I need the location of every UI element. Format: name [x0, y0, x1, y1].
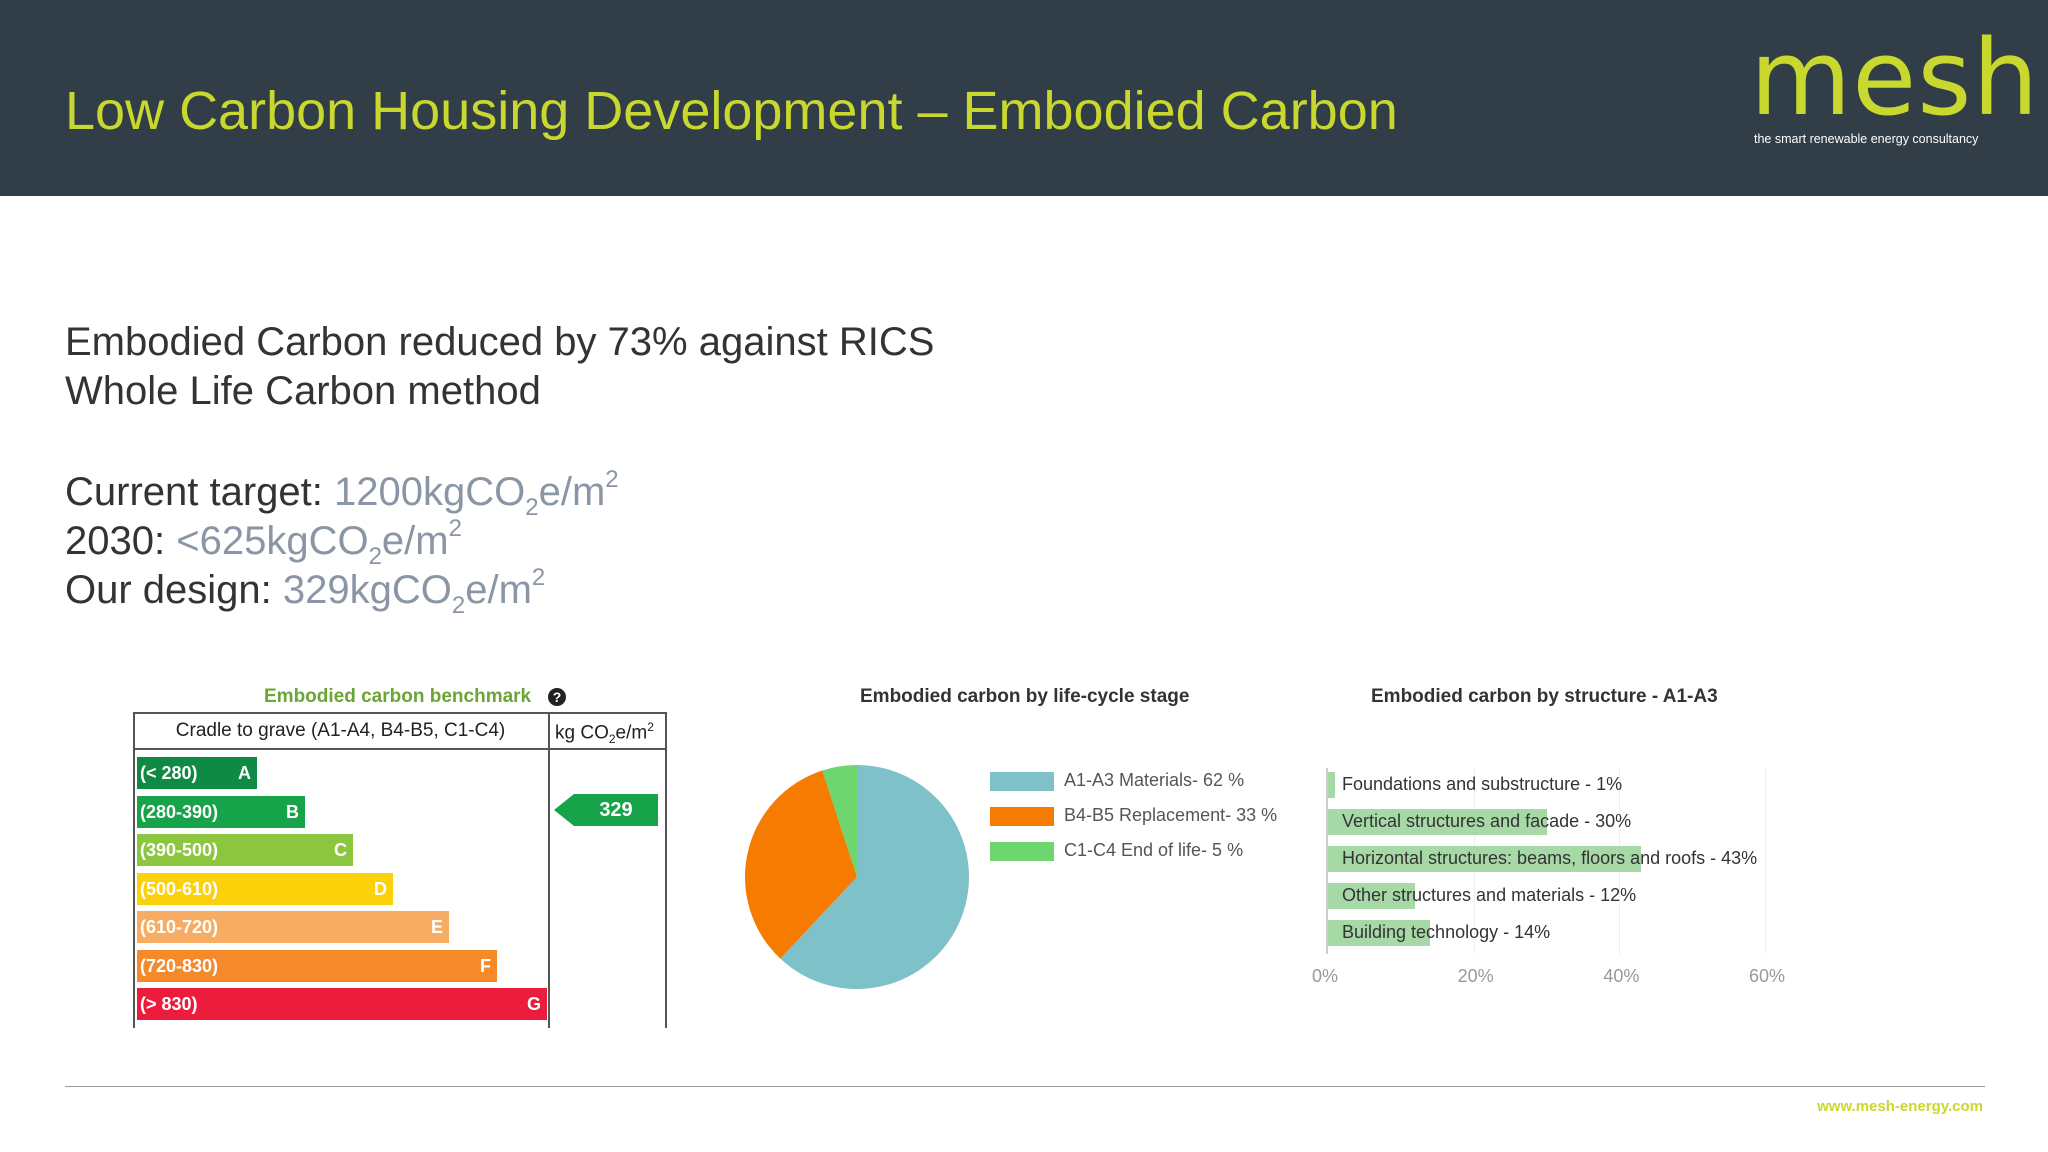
logo-word: mesh — [1750, 17, 2040, 139]
band-range: (720-830) — [140, 955, 219, 976]
targets-list: Current target: 1200kgCO2e/m2 2030: <625… — [65, 466, 619, 619]
header-bar: Low Carbon Housing Development – Embodie… — [0, 0, 2048, 196]
footer-divider — [65, 1086, 1985, 1087]
our-design: Our design: 329kgCO2e/m2 — [65, 564, 619, 619]
band-letter: E — [430, 917, 443, 937]
benchmark-band-a: (< 280) A — [137, 757, 257, 789]
current-target-label: Current target: — [65, 470, 335, 514]
legend-swatch — [990, 772, 1054, 791]
structure-bar — [1328, 809, 1547, 835]
benchmark-band-g: (> 830) G — [137, 988, 547, 1020]
structure-bar — [1328, 772, 1336, 798]
target-2030-value: <625kgCO2e/m2 — [176, 515, 462, 570]
pie-chart — [745, 765, 969, 989]
structure-bar-label: Building technology - 14% — [1342, 922, 1551, 942]
structure-bar-label: Foundations and substructure - 1% — [1342, 774, 1623, 794]
benchmark-band-e: (610-720) E — [137, 911, 449, 943]
current-target: Current target: 1200kgCO2e/m2 — [65, 466, 619, 521]
benchmark-table: Cradle to grave (A1-A4, B4-B5, C1-C4) kg… — [133, 712, 667, 1028]
question-circle-icon[interactable]: ? — [548, 688, 566, 706]
structure-chart-title: Embodied carbon by structure - A1-A3 — [1371, 686, 1718, 707]
benchmark-value-arrow: 329 — [554, 794, 658, 826]
structure-bar — [1328, 883, 1416, 909]
intro-text: Embodied Carbon reduced by 73% against R… — [65, 318, 934, 416]
pie-slice — [780, 765, 969, 989]
intro-line-2: Whole Life Carbon method — [65, 369, 541, 413]
band-letter: D — [374, 878, 387, 899]
benchmark-band-f: (720-830) F — [137, 949, 497, 982]
structure-bar-label: Vertical structures and facade - 30% — [1342, 811, 1632, 831]
band-letter: B — [286, 801, 299, 822]
pie-slice — [822, 765, 857, 877]
legend-swatch — [990, 842, 1054, 861]
pie-slice — [745, 770, 857, 959]
band-letter: F — [480, 955, 491, 976]
our-design-value: 329kgCO2e/m2 — [282, 564, 546, 619]
x-tick-label: 20% — [1457, 966, 1494, 986]
x-tick-label: 40% — [1603, 966, 1640, 986]
legend-label: A1-A3 Materials- 62 % — [1064, 770, 1245, 790]
intro-line-1: Embodied Carbon reduced by 73% against R… — [65, 320, 935, 364]
band-range: (280-390) — [140, 801, 219, 822]
benchmark-col2-header: kg CO2e/m2 — [555, 720, 654, 747]
band-range: (390-500) — [140, 840, 219, 860]
current-target-value: 1200kgCO2e/m2 — [334, 466, 619, 521]
x-tick-label: 60% — [1749, 966, 1786, 986]
benchmark-col1-header: Cradle to grave (A1-A4, B4-B5, C1-C4) — [175, 720, 506, 741]
target-2030-label: 2030: — [65, 519, 177, 563]
structure-bar-label: Horizontal structures: beams, floors and… — [1342, 848, 1758, 868]
band-range: (> 830) — [140, 994, 198, 1014]
structure-chart-axis — [1326, 768, 1328, 954]
band-range: (610-720) — [140, 917, 219, 937]
legend-swatch — [990, 807, 1054, 826]
benchmark-band-c: (390-500) C — [137, 834, 353, 866]
benchmark-band-d: (500-610) D — [137, 872, 393, 905]
benchmark-value: 329 — [599, 799, 633, 821]
pie-title: Embodied carbon by life-cycle stage — [860, 686, 1190, 707]
structure-bar — [1328, 920, 1430, 946]
footer-url[interactable]: www.mesh-energy.com — [1817, 1098, 1983, 1115]
legend-label: C1-C4 End of life- 5 % — [1064, 840, 1244, 860]
structure-chart: Foundations and substructure - 1% Vertica… — [1326, 768, 1766, 954]
x-tick-label: 0% — [1312, 966, 1339, 986]
benchmark-band-b: (280-390) B — [137, 795, 305, 828]
band-letter: G — [526, 994, 541, 1014]
band-range: (< 280) — [140, 763, 198, 783]
benchmark-title: Embodied carbon benchmark — [264, 686, 532, 707]
gridline — [1765, 768, 1766, 954]
page-title: Low Carbon Housing Development – Embodie… — [65, 81, 1398, 141]
structure-bar-label: Other structures and materials - 12% — [1342, 885, 1637, 905]
band-range: (500-610) — [140, 878, 219, 899]
logo-tagline: the smart renewable energy consultancy — [1754, 132, 1979, 146]
our-design-label: Our design: — [65, 568, 283, 612]
band-letter: A — [238, 763, 251, 783]
mesh-logo: mesh the smart renewable energy consulta… — [1750, 26, 2038, 150]
band-letter: C — [334, 840, 347, 860]
legend-label: B4-B5 Replacement- 33 % — [1064, 805, 1278, 825]
target-2030: 2030: <625kgCO2e/m2 — [65, 515, 619, 570]
structure-bar — [1328, 846, 1642, 872]
